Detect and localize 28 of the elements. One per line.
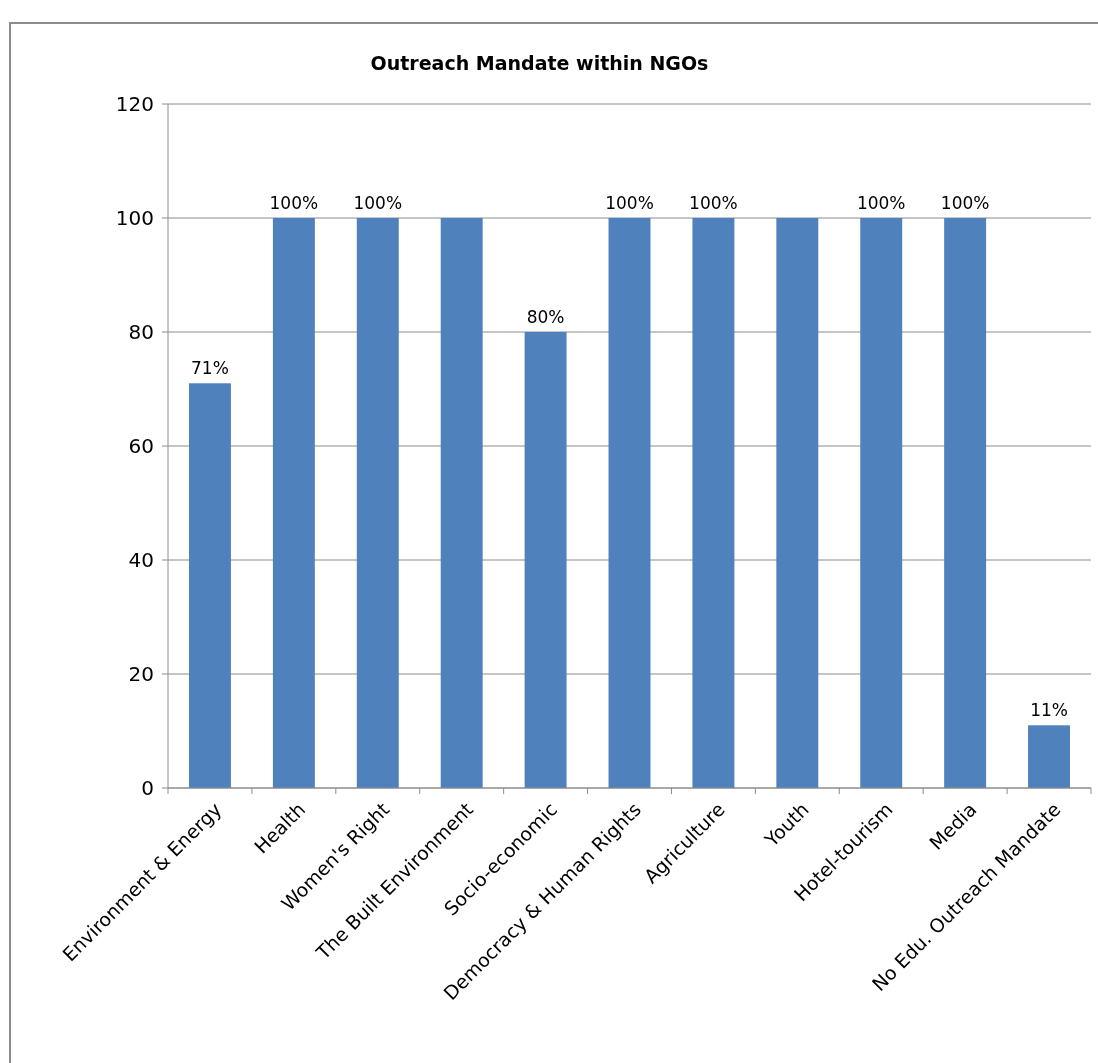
chart-title: Outreach Mandate within NGOs xyxy=(370,52,709,74)
bar xyxy=(524,332,567,788)
data-label: 100% xyxy=(605,193,654,213)
bar xyxy=(860,218,903,788)
bar xyxy=(440,218,483,788)
bar xyxy=(1028,725,1071,788)
data-label: 100% xyxy=(353,193,403,213)
bar xyxy=(356,218,399,788)
data-label: 100% xyxy=(689,193,738,213)
data-label: 71% xyxy=(191,358,229,379)
data-label: 80% xyxy=(526,307,565,327)
y-tick-label: 80 xyxy=(128,320,154,344)
data-label: 100% xyxy=(856,193,906,213)
data-label: 100% xyxy=(269,193,319,213)
bar xyxy=(944,218,987,788)
bar xyxy=(272,218,315,788)
y-tick-label: 20 xyxy=(128,662,154,686)
y-tick-label: 40 xyxy=(128,548,154,572)
bar xyxy=(692,218,735,788)
bar xyxy=(188,383,231,788)
bar xyxy=(776,218,819,788)
y-tick-label: 100 xyxy=(115,206,154,230)
y-tick-label: 60 xyxy=(128,434,154,458)
data-label: 11% xyxy=(1030,700,1068,721)
bar xyxy=(608,218,651,788)
y-tick-label: 0 xyxy=(141,776,154,800)
data-label: 100% xyxy=(940,193,990,213)
y-tick-label: 120 xyxy=(115,92,154,116)
